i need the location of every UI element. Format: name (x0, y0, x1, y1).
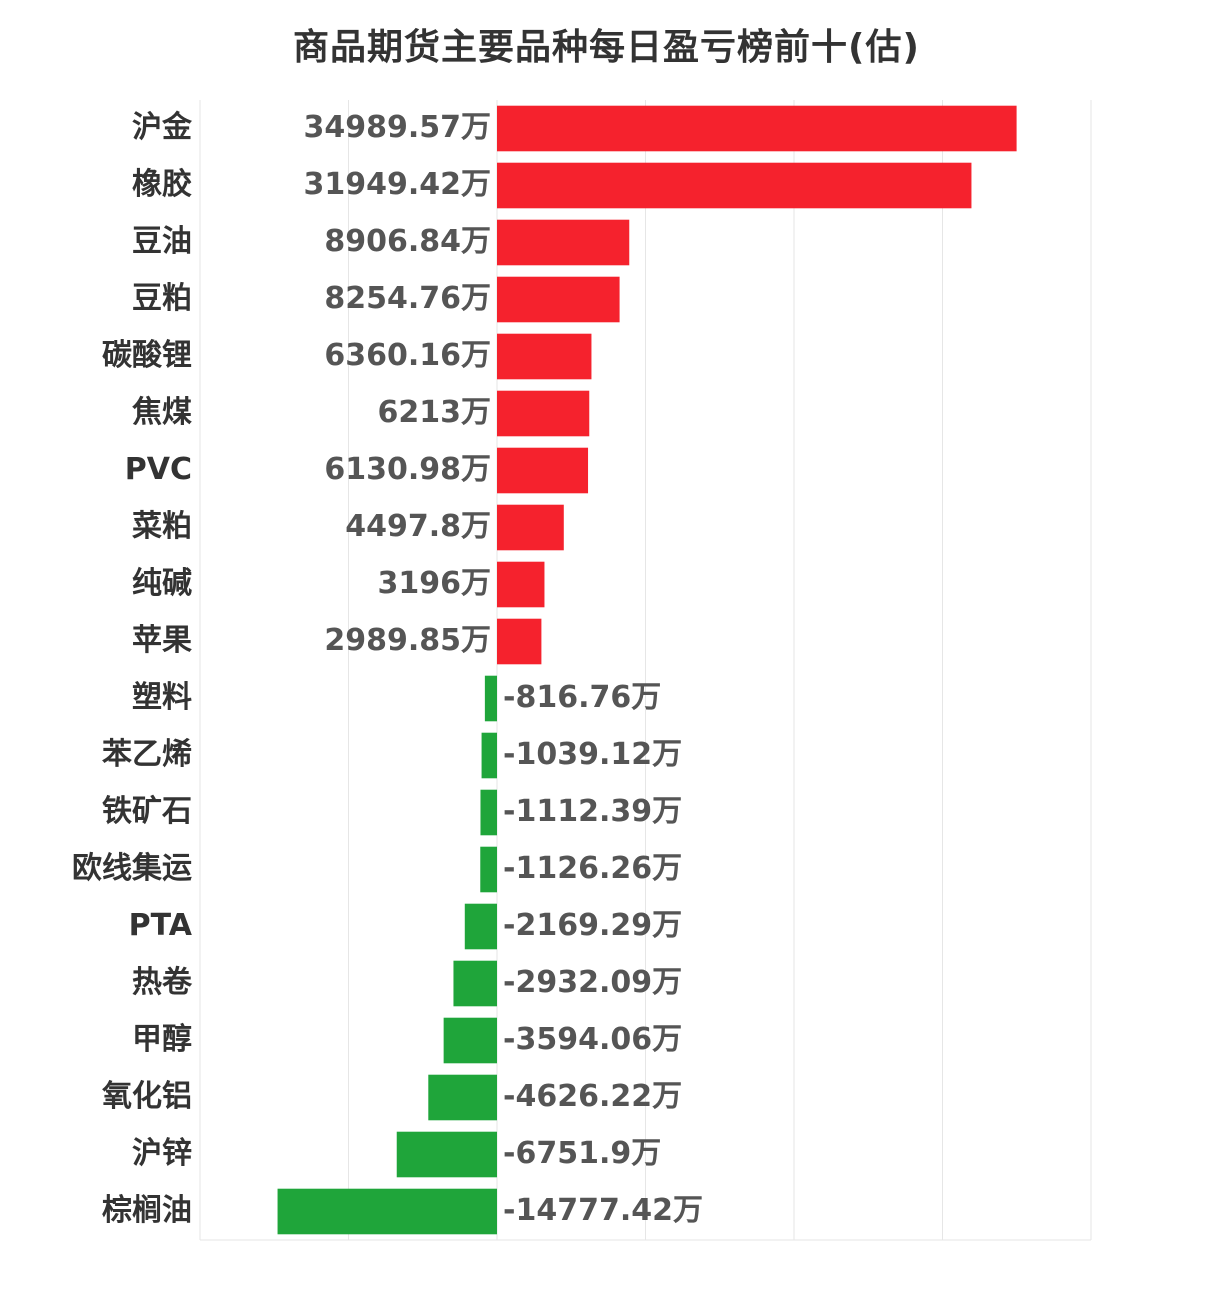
data-label: 6213万 (378, 395, 492, 430)
data-label: -14777.42万 (503, 1193, 703, 1228)
category-label: 铁矿石 (102, 794, 192, 829)
data-label: -1039.12万 (503, 737, 682, 772)
category-label: 热卷 (132, 965, 193, 1000)
category-label: 橡胶 (132, 167, 192, 202)
data-label: 2989.85万 (324, 623, 491, 658)
bar (497, 276, 620, 323)
category-label: PVC (125, 452, 192, 487)
bar (464, 903, 497, 950)
bar (484, 675, 497, 722)
category-label: 苹果 (132, 623, 192, 658)
data-label: -1112.39万 (503, 794, 682, 829)
category-label: 豆油 (132, 224, 192, 259)
category-label: 焦煤 (132, 395, 192, 430)
category-label: 氧化铝 (102, 1079, 192, 1114)
data-label: -6751.9万 (503, 1136, 661, 1171)
bar (497, 504, 564, 551)
category-label: 苯乙烯 (102, 737, 192, 772)
bar (497, 447, 589, 494)
data-label: -2932.09万 (503, 965, 682, 1000)
category-label: 纯碱 (132, 566, 192, 601)
data-label: -816.76万 (503, 680, 661, 715)
bar (497, 561, 545, 608)
bar (443, 1017, 497, 1064)
category-label: 沪锌 (132, 1136, 192, 1171)
bar (277, 1188, 497, 1235)
bar (497, 333, 592, 380)
data-label: 3196万 (378, 566, 492, 601)
bar (497, 219, 630, 266)
data-label: -3594.06万 (503, 1022, 682, 1057)
category-label: 碳酸锂 (102, 338, 192, 373)
bar (497, 390, 590, 437)
category-label: PTA (129, 908, 193, 943)
data-label: 8254.76万 (324, 281, 491, 316)
bar (497, 105, 1017, 152)
data-label: -1126.26万 (503, 851, 682, 886)
bar (453, 960, 497, 1007)
data-label: -2169.29万 (503, 908, 682, 943)
category-label: 棕榈油 (102, 1193, 192, 1228)
category-label: 沪金 (132, 110, 193, 145)
data-label: 31949.42万 (303, 167, 491, 202)
bar (497, 162, 972, 209)
data-label: 34989.57万 (303, 110, 491, 145)
chart-title: 商品期货主要品种每日盈亏榜前十(估) (293, 27, 920, 68)
category-label: 菜粕 (132, 509, 192, 544)
bar (396, 1131, 497, 1178)
data-label: -4626.22万 (503, 1079, 682, 1114)
category-label: 豆粕 (132, 281, 192, 316)
category-label: 甲醇 (132, 1022, 192, 1057)
bar (497, 618, 542, 665)
data-label: 4497.8万 (345, 509, 491, 544)
bar (481, 732, 497, 779)
category-label: 欧线集运 (72, 851, 192, 886)
data-label: 6130.98万 (324, 452, 491, 487)
data-label: 6360.16万 (324, 338, 491, 373)
bar (428, 1074, 497, 1121)
bar (480, 789, 497, 836)
category-label: 塑料 (132, 680, 192, 715)
bar (480, 846, 497, 893)
data-label: 8906.84万 (324, 224, 491, 259)
